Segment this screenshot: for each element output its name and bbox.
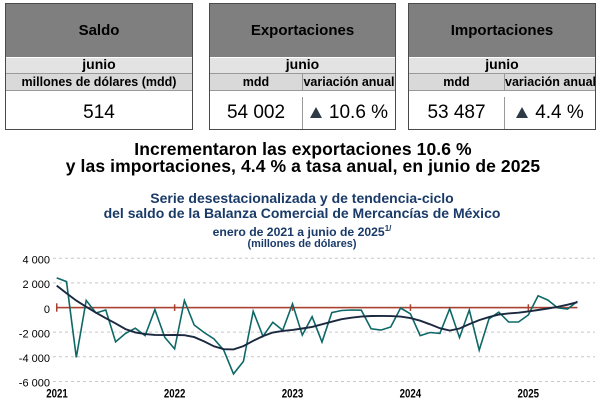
svg-text:-2 000: -2 000	[19, 328, 50, 340]
svg-text:2 000: 2 000	[22, 279, 50, 291]
svg-text:-4 000: -4 000	[19, 353, 50, 365]
svg-text:2025: 2025	[518, 387, 540, 400]
svg-text:2021: 2021	[46, 387, 68, 400]
svg-text:-6 000: -6 000	[19, 378, 50, 390]
svg-text:0: 0	[44, 304, 50, 316]
svg-text:4 000: 4 000	[22, 255, 50, 267]
svg-text:2023: 2023	[282, 387, 304, 400]
svg-text:2024: 2024	[400, 387, 422, 400]
svg-text:2022: 2022	[164, 387, 186, 400]
